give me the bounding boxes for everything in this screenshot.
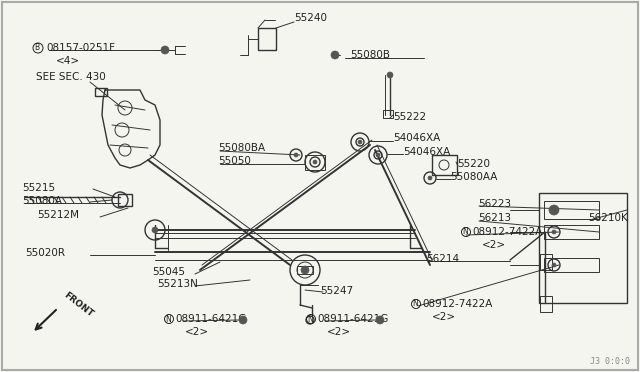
- Bar: [544, 225, 599, 239]
- Text: 08157-0251F: 08157-0251F: [46, 43, 115, 53]
- Text: 08912-7422A: 08912-7422A: [422, 299, 492, 309]
- Bar: [432, 155, 457, 175]
- Text: <2>: <2>: [432, 312, 456, 322]
- Circle shape: [239, 316, 247, 324]
- Text: 56223: 56223: [478, 199, 511, 209]
- Text: <2>: <2>: [482, 240, 506, 250]
- Bar: [544, 201, 599, 219]
- Text: 54046XA: 54046XA: [403, 147, 451, 157]
- Bar: [297, 266, 313, 274]
- Text: 55080A: 55080A: [22, 196, 62, 206]
- Text: 08911-6421G: 08911-6421G: [317, 314, 388, 324]
- Bar: [95, 88, 107, 96]
- Circle shape: [552, 230, 556, 234]
- Text: 56210K: 56210K: [588, 213, 628, 223]
- Text: 55215: 55215: [22, 183, 55, 193]
- Text: 55247: 55247: [320, 286, 353, 296]
- Text: 55220: 55220: [457, 159, 490, 169]
- Text: N: N: [307, 314, 313, 324]
- Circle shape: [294, 153, 298, 157]
- Circle shape: [301, 266, 309, 274]
- Bar: [544, 258, 599, 272]
- Text: <2>: <2>: [185, 327, 209, 337]
- Bar: [540, 254, 552, 270]
- Bar: [258, 28, 276, 50]
- Circle shape: [552, 263, 556, 267]
- Circle shape: [152, 227, 158, 233]
- Text: FRONT: FRONT: [62, 291, 95, 319]
- Circle shape: [313, 160, 317, 164]
- Text: <4>: <4>: [56, 56, 80, 66]
- Text: 55080AA: 55080AA: [450, 172, 497, 182]
- Circle shape: [428, 176, 432, 180]
- Text: 55020R: 55020R: [25, 248, 65, 258]
- Bar: [383, 110, 393, 118]
- Text: 54046XA: 54046XA: [393, 133, 440, 143]
- Circle shape: [358, 140, 362, 144]
- Text: 55222: 55222: [393, 112, 426, 122]
- Bar: [539, 193, 627, 303]
- Circle shape: [331, 51, 339, 59]
- Circle shape: [549, 205, 559, 215]
- Text: <2>: <2>: [327, 327, 351, 337]
- Circle shape: [387, 72, 393, 78]
- Bar: [540, 296, 552, 312]
- Circle shape: [376, 316, 384, 324]
- Text: 56213: 56213: [478, 213, 511, 223]
- Circle shape: [161, 46, 169, 54]
- Text: SEE SEC. 430: SEE SEC. 430: [36, 72, 106, 82]
- Text: 55213N: 55213N: [157, 279, 198, 289]
- Text: N: N: [165, 314, 171, 324]
- Text: 08912-7422A: 08912-7422A: [472, 227, 542, 237]
- Text: 55080BA: 55080BA: [218, 143, 265, 153]
- Text: J3 0:0:0: J3 0:0:0: [590, 357, 630, 366]
- Text: 56214: 56214: [426, 254, 459, 264]
- Text: 55045: 55045: [152, 267, 185, 277]
- Text: N: N: [462, 228, 468, 237]
- Bar: [305, 155, 325, 170]
- Circle shape: [376, 153, 380, 157]
- Text: 55212M: 55212M: [37, 210, 79, 220]
- Bar: [118, 194, 132, 206]
- Text: 55080B: 55080B: [350, 50, 390, 60]
- Text: 55050: 55050: [218, 156, 251, 166]
- Text: 08911-6421G: 08911-6421G: [175, 314, 246, 324]
- Text: 55240: 55240: [294, 13, 327, 23]
- Text: B: B: [35, 44, 40, 52]
- Text: N: N: [412, 299, 418, 308]
